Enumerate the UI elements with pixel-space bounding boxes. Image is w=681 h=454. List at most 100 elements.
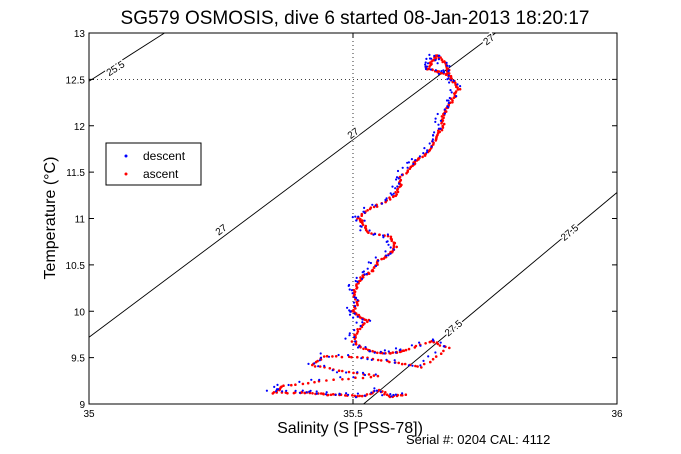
- descent-point: [298, 391, 301, 394]
- ascent-point: [337, 369, 341, 373]
- descent-point: [424, 63, 427, 66]
- ascent-point: [446, 67, 449, 71]
- contour-line-27-5: [363, 192, 618, 405]
- descent-point: [310, 378, 313, 381]
- ascent-point: [356, 355, 359, 359]
- x-axis-ticks: 35 35.5 36: [83, 33, 623, 420]
- ascent-point: [356, 328, 359, 331]
- ascent-point: [355, 283, 358, 286]
- descent-point: [392, 248, 395, 251]
- descent-point: [381, 394, 384, 397]
- ascent-point: [376, 351, 379, 355]
- descent-point: [434, 59, 437, 62]
- ascent-point: [313, 365, 317, 368]
- plot-area: 25.5 27 27 27 27.5 27.5: [88, 31, 618, 405]
- descent-point: [307, 362, 310, 365]
- descent-point: [301, 389, 304, 392]
- y-tick-label: 12: [74, 122, 86, 133]
- ascent-point: [372, 374, 376, 377]
- descent-point: [325, 391, 328, 394]
- ascent-point: [280, 385, 283, 389]
- ascent-point: [444, 73, 448, 77]
- descent-point: [392, 192, 395, 195]
- ascent-point: [414, 364, 417, 368]
- descent-point: [275, 390, 278, 393]
- descent-point: [384, 198, 387, 201]
- descent-point: [448, 81, 451, 84]
- descent-point: [422, 359, 425, 362]
- ascent-point: [350, 355, 353, 359]
- descent-point: [386, 233, 389, 236]
- descent-point: [357, 215, 360, 218]
- descent-point: [350, 289, 353, 292]
- ascent-point: [361, 376, 365, 380]
- ascent-point: [379, 359, 383, 362]
- descent-point: [407, 161, 410, 164]
- descent-point: [398, 349, 401, 352]
- ascent-point: [437, 129, 440, 132]
- ascent-point: [356, 330, 360, 333]
- contour-label: 27: [214, 222, 230, 238]
- descent-point: [375, 389, 378, 392]
- descent-point: [396, 169, 400, 173]
- ascent-point: [371, 268, 374, 272]
- ascent-point: [378, 233, 381, 237]
- ascent-point: [440, 58, 444, 61]
- descent-point: [356, 315, 359, 318]
- contour-label: 27.5: [443, 318, 465, 339]
- contour-label: 27: [346, 126, 362, 142]
- ascent-point: [360, 394, 364, 398]
- y-tick-label: 12.5: [66, 75, 86, 86]
- ascent-point: [395, 245, 399, 249]
- descent-point: [385, 358, 388, 361]
- descent-point: [365, 272, 368, 276]
- ascent-point: [318, 365, 322, 368]
- descent-point: [450, 79, 453, 82]
- ascent-point: [443, 60, 446, 63]
- descent-point: [443, 112, 446, 115]
- descent-point: [387, 350, 390, 353]
- descent-point: [352, 301, 356, 304]
- descent-point: [319, 352, 322, 355]
- ascent-point: [442, 349, 445, 353]
- ascent-point: [456, 88, 460, 91]
- ascent-point: [396, 187, 400, 191]
- serial-cal-text: Serial #: 0204 CAL: 4112: [406, 432, 550, 447]
- ascent-point: [404, 348, 408, 352]
- ascent-point: [395, 193, 399, 196]
- descent-point: [370, 358, 373, 361]
- descent-point: [359, 324, 362, 328]
- ascent-point: [400, 362, 404, 366]
- descent-point: [450, 91, 453, 94]
- descent-point: [363, 394, 366, 397]
- ascent-point: [334, 355, 338, 358]
- descent-point: [361, 371, 365, 374]
- descent-point: [400, 173, 403, 176]
- ascent-point: [434, 355, 438, 358]
- descent-point: [359, 229, 362, 232]
- y-tick-label: 13: [74, 29, 86, 40]
- descent-point: [439, 341, 442, 344]
- ascent-point: [439, 352, 443, 356]
- descent-point: [345, 392, 348, 395]
- descent-point: [373, 389, 376, 393]
- descent-point: [430, 145, 433, 148]
- descent-point: [344, 337, 347, 340]
- descent-point: [315, 392, 318, 395]
- descent-point: [419, 344, 422, 347]
- descent-point: [348, 309, 351, 312]
- descent-point: [379, 390, 382, 393]
- descent-point: [298, 380, 301, 383]
- ascent-point: [319, 392, 323, 395]
- legend-label-descent: descent: [143, 149, 186, 163]
- ascent-point: [354, 376, 357, 380]
- descent-point: [437, 54, 440, 57]
- descent-point: [338, 393, 341, 396]
- descent-point: [455, 95, 458, 98]
- descent-point: [265, 389, 268, 392]
- descent-point: [389, 252, 392, 255]
- legend-box: [105, 142, 202, 186]
- ascent-point: [353, 293, 356, 296]
- descent-point: [425, 57, 428, 61]
- ascent-point: [406, 169, 410, 172]
